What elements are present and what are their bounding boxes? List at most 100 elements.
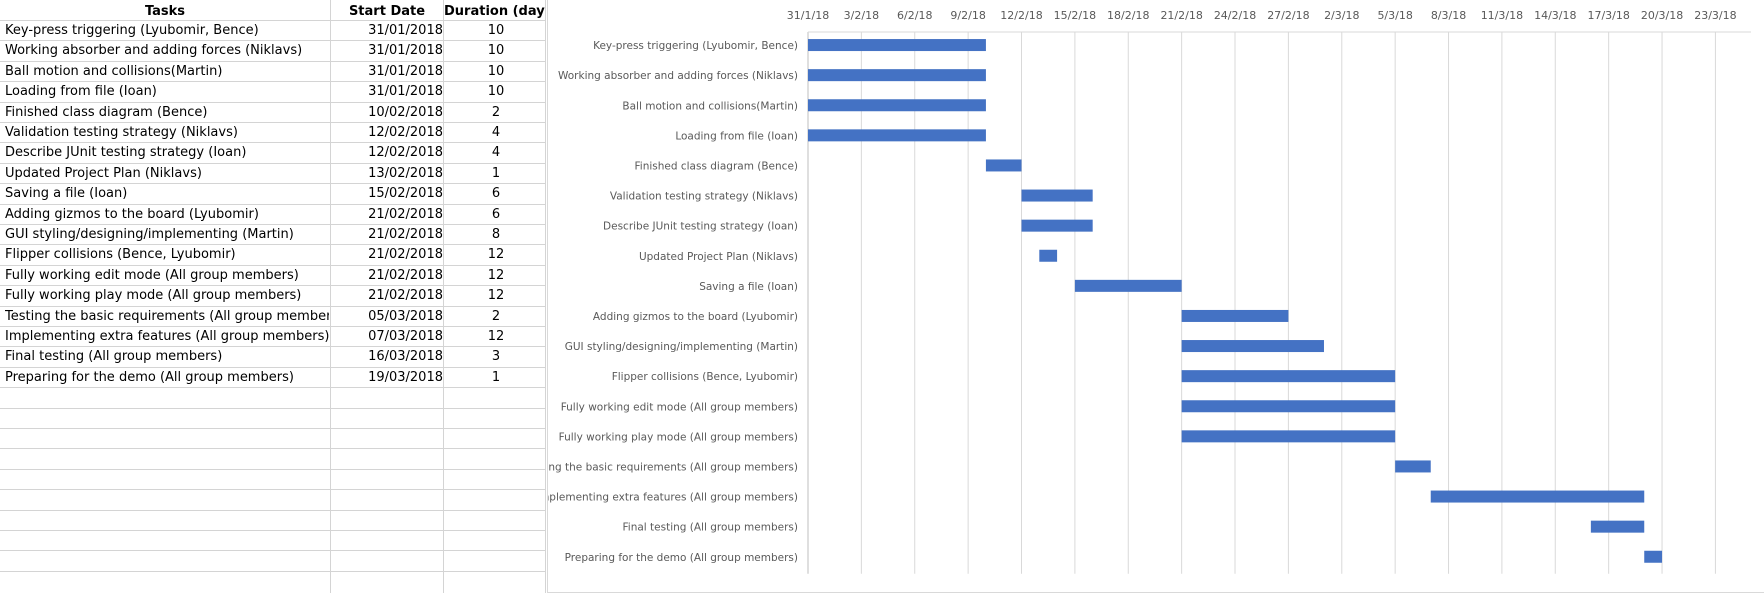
row-divider xyxy=(0,346,546,348)
y-category-label: Finished class diagram (Bence) xyxy=(635,160,799,172)
y-category-label: Loading from file (Ioan) xyxy=(675,130,798,142)
row-divider xyxy=(0,570,546,572)
cell-start-date[interactable]: 31/01/2018 xyxy=(368,43,443,59)
gantt-bar[interactable] xyxy=(1181,340,1324,353)
y-category-label: Flipper collisions (Bence, Lyubomir) xyxy=(612,371,798,383)
cell-task-name[interactable]: Flipper collisions (Bence, Lyubomir) xyxy=(5,247,236,263)
gantt-bar[interactable] xyxy=(1074,279,1182,292)
gantt-chart[interactable]: 31/1/18 3/2/18 6/2/18 9/2/18 12/2/18 15/2/18 1… xyxy=(547,0,1764,593)
cell-task-name[interactable]: Validation testing strategy (Niklavs) xyxy=(5,125,238,140)
gantt-bar[interactable] xyxy=(1039,249,1058,262)
x-tick-label: 15/2/18 xyxy=(1054,9,1096,22)
cell-task-name[interactable]: Implementing extra features (All group m… xyxy=(5,329,329,344)
cell-task-name[interactable]: Key-press triggering (Lyubomir, Bence) xyxy=(5,23,259,38)
y-category-label: Implementing extra features (All group m… xyxy=(548,492,798,504)
cell-start-date[interactable]: 05/03/2018 xyxy=(368,308,443,324)
cell-duration[interactable]: 1 xyxy=(491,165,501,181)
cell-task-name[interactable]: Preparing for the demo (All group member… xyxy=(5,369,294,385)
gantt-bar[interactable] xyxy=(1021,219,1093,232)
cell-start-date[interactable]: 21/02/2018 xyxy=(368,267,443,283)
x-tick-label: 20/3/18 xyxy=(1641,9,1683,22)
header-duration[interactable]: Duration (days) xyxy=(444,4,545,19)
cell-duration[interactable]: 10 xyxy=(487,63,505,79)
cell-start-date[interactable]: 19/03/2018 xyxy=(368,369,443,385)
gantt-bar[interactable] xyxy=(1181,430,1396,443)
y-category-label: Final testing (All group members) xyxy=(623,522,799,534)
cell-duration[interactable]: 12 xyxy=(487,329,505,344)
header-tasks[interactable]: Tasks xyxy=(144,4,186,19)
cell-task-name[interactable]: Ball motion and collisions(Martin) xyxy=(5,63,223,79)
y-category-label: GUI styling/designing/implementing (Mart… xyxy=(565,341,798,353)
row-divider xyxy=(0,142,546,144)
y-category-label: Describe JUnit testing strategy (Ioan) xyxy=(603,221,798,233)
x-tick-label: 6/2/18 xyxy=(897,9,932,22)
gantt-bar[interactable] xyxy=(1430,490,1645,503)
x-tick-label: 27/2/18 xyxy=(1267,9,1309,22)
cell-start-date[interactable]: 31/01/2018 xyxy=(368,84,443,100)
cell-task-name[interactable]: Describe JUnit testing strategy (Ioan) xyxy=(5,145,247,161)
cell-start-date[interactable]: 12/02/2018 xyxy=(368,125,443,140)
cell-start-date[interactable]: 21/02/2018 xyxy=(368,227,443,242)
header-start-date[interactable]: Start Date xyxy=(348,4,426,19)
cell-start-date[interactable]: 13/02/2018 xyxy=(368,165,443,181)
cell-task-name[interactable]: Saving a file (Ioan) xyxy=(5,186,128,202)
gantt-bar[interactable] xyxy=(1181,309,1289,322)
cell-duration[interactable]: 3 xyxy=(491,349,501,365)
gantt-chart-plot: 31/1/18 3/2/18 6/2/18 9/2/18 12/2/18 15/2/18 1… xyxy=(548,9,1751,574)
cell-start-date[interactable]: 31/01/2018 xyxy=(368,63,443,79)
gantt-bar[interactable] xyxy=(808,69,986,82)
gantt-bar[interactable] xyxy=(808,99,986,112)
row-divider xyxy=(0,81,546,83)
cell-duration[interactable]: 6 xyxy=(491,206,501,222)
cell-task-name[interactable]: Fully working edit mode (All group membe… xyxy=(5,267,299,283)
cell-duration[interactable]: 10 xyxy=(487,23,505,38)
cell-start-date[interactable]: 15/02/2018 xyxy=(368,186,443,202)
cell-start-date[interactable]: 12/02/2018 xyxy=(368,145,443,161)
y-category-label: Preparing for the demo (All group member… xyxy=(565,552,798,564)
cell-task-name[interactable]: Testing the basic requirements (All grou… xyxy=(5,308,329,324)
cell-task-name[interactable]: Working absorber and adding forces (Nikl… xyxy=(5,43,303,59)
row-divider xyxy=(0,224,546,225)
row-divider xyxy=(0,468,546,470)
y-category-label: Saving a file (Ioan) xyxy=(699,281,798,293)
gantt-bar[interactable] xyxy=(1644,550,1663,563)
cell-start-date[interactable]: 31/01/2018 xyxy=(368,23,443,38)
cell-start-date[interactable]: 07/03/2018 xyxy=(368,329,443,344)
cell-duration[interactable]: 8 xyxy=(491,227,501,242)
gantt-bar[interactable] xyxy=(1181,400,1396,413)
cell-duration[interactable]: 2 xyxy=(491,308,501,324)
gantt-bar[interactable] xyxy=(808,39,986,52)
cell-task-name[interactable]: GUI styling/designing/implementing (Mart… xyxy=(5,227,294,242)
cell-task-name[interactable]: Fully working play mode (All group membe… xyxy=(5,288,302,304)
column-divider xyxy=(330,0,331,593)
cell-task-name[interactable]: Final testing (All group members) xyxy=(5,349,223,365)
cell-duration[interactable]: 12 xyxy=(487,267,505,283)
cell-duration[interactable]: 10 xyxy=(487,43,505,59)
cell-duration[interactable]: 10 xyxy=(487,84,505,100)
cell-duration[interactable]: 4 xyxy=(491,145,501,161)
gantt-bar[interactable] xyxy=(1021,189,1093,202)
gantt-bar[interactable] xyxy=(1395,460,1431,473)
gantt-bar[interactable] xyxy=(808,129,986,142)
cell-duration[interactable]: 4 xyxy=(491,125,501,140)
cell-duration[interactable]: 1 xyxy=(491,369,501,385)
cell-start-date[interactable]: 21/02/2018 xyxy=(368,247,443,263)
row-divider xyxy=(0,162,546,164)
cell-start-date[interactable]: 21/02/2018 xyxy=(368,288,443,304)
cell-start-date[interactable]: 16/03/2018 xyxy=(368,349,443,365)
cell-duration[interactable]: 6 xyxy=(491,186,501,202)
cell-start-date[interactable]: 10/02/2018 xyxy=(368,104,443,120)
cell-duration[interactable]: 2 xyxy=(491,104,501,120)
gantt-bar[interactable] xyxy=(1590,520,1645,533)
cell-task-name[interactable]: Finished class diagram (Bence) xyxy=(5,104,208,120)
gantt-bar[interactable] xyxy=(1181,370,1396,383)
row-divider xyxy=(0,530,546,531)
cell-start-date[interactable]: 21/02/2018 xyxy=(368,206,443,222)
cell-task-name[interactable]: Updated Project Plan (Niklavs) xyxy=(5,165,202,181)
gantt-bar[interactable] xyxy=(985,159,1022,172)
cell-task-name[interactable]: Loading from file (Ioan) xyxy=(5,84,157,100)
cell-duration[interactable]: 12 xyxy=(487,247,505,263)
cell-duration[interactable]: 12 xyxy=(487,288,505,304)
cell-task-name[interactable]: Adding gizmos to the board (Lyubomir) xyxy=(5,206,259,222)
